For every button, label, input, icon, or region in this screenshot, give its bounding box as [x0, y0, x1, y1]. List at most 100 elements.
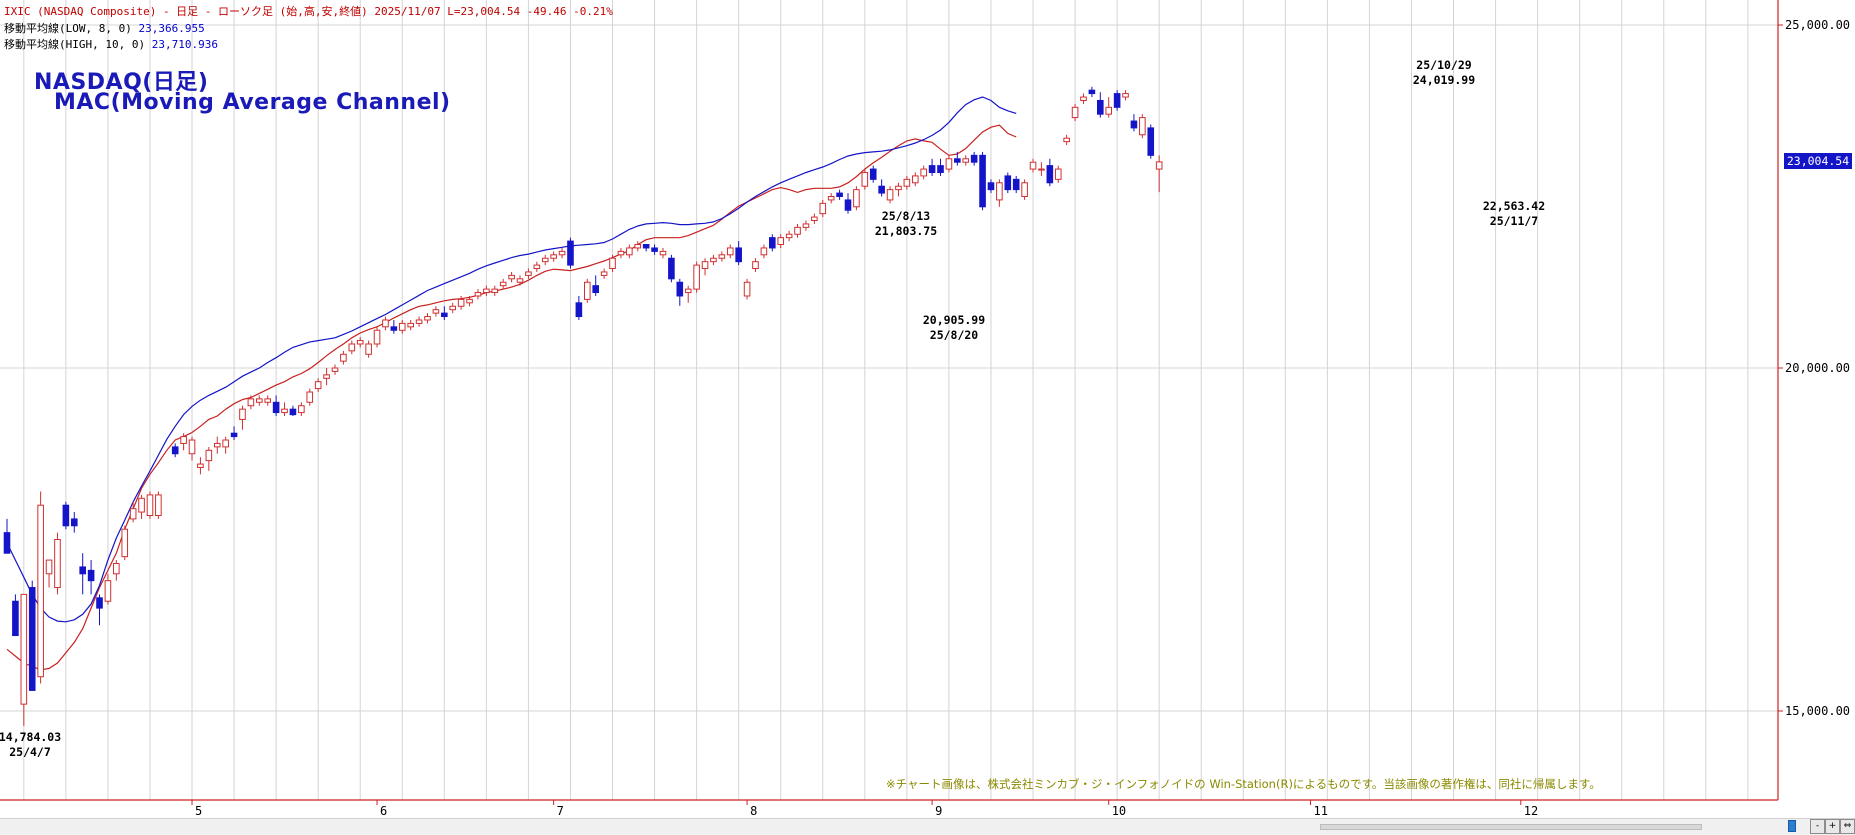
candle-up — [491, 285, 499, 296]
horizontal-scrollbar[interactable] — [1320, 824, 1702, 830]
candle-body — [895, 185, 902, 191]
candle-up — [129, 501, 137, 523]
candle-body — [760, 247, 768, 256]
y-tick-labels: 15,000.00 20,000.00 25,000.00 — [1785, 18, 1850, 718]
candle-down — [928, 158, 936, 176]
candle-body — [617, 250, 625, 256]
annotation-high-aug: 25/8/13 21,803.75 — [875, 209, 937, 239]
candle-down — [979, 151, 986, 211]
candle-up — [996, 179, 1003, 207]
candle-up — [466, 295, 473, 307]
candle-up — [407, 319, 414, 331]
candle-down — [937, 158, 944, 176]
candle-body — [886, 189, 894, 201]
candle-body — [138, 497, 145, 513]
candle-down — [642, 244, 650, 252]
candle-up — [710, 254, 717, 266]
chart-header-line: IXIC (NASDAQ Composite) - 日足 - ローソク足 (始,… — [4, 5, 613, 18]
candle-body — [87, 569, 95, 582]
candle-up — [247, 395, 255, 410]
scroll-thumb[interactable] — [1788, 820, 1796, 832]
candle-down — [1130, 114, 1138, 132]
candle-up — [54, 532, 61, 595]
candle-down — [79, 553, 86, 595]
candle-body — [794, 226, 801, 235]
candle-up — [853, 186, 860, 211]
candle-up — [701, 258, 709, 276]
candle-down — [390, 319, 398, 334]
candle-body — [693, 264, 700, 290]
candle-body — [583, 281, 591, 300]
candle-body — [533, 264, 541, 270]
candle-body — [811, 216, 818, 222]
y-tick-label: 15,000.00 — [1785, 704, 1850, 718]
y-tick-label: 25,000.00 — [1785, 18, 1850, 32]
candle-up — [1105, 97, 1113, 118]
candle-body — [491, 288, 499, 294]
candle-body — [609, 257, 616, 270]
candle-body — [769, 237, 776, 249]
candle-up — [1122, 90, 1129, 101]
candle-down — [676, 278, 684, 306]
candle-body — [323, 374, 330, 379]
candle-up — [895, 182, 902, 197]
candle-up — [37, 491, 44, 684]
candle-up — [424, 313, 431, 324]
x-tick-label: 12 — [1524, 804, 1538, 818]
candle-body — [634, 244, 642, 249]
candle-body — [525, 271, 532, 276]
fit-width-button[interactable]: ⇔ — [1840, 819, 1855, 834]
annotation-low-aug: 20,905.99 25/8/20 — [923, 313, 985, 343]
candle-body — [331, 367, 339, 372]
candle-down — [1088, 86, 1096, 98]
candle-up — [811, 213, 818, 224]
candle-body — [970, 154, 978, 163]
candle-up — [827, 193, 835, 204]
candle-body — [474, 292, 482, 297]
candle-body — [104, 580, 112, 602]
candle-up — [785, 230, 793, 242]
candle-body — [432, 309, 440, 314]
zoom-in-button[interactable]: + — [1825, 819, 1840, 834]
candle-body — [382, 319, 389, 328]
ma-low-label: 移動平均線(LOW, 8, 0) — [4, 22, 132, 35]
candle-up — [558, 247, 566, 259]
candle-body — [861, 171, 869, 187]
candle-up — [222, 436, 229, 454]
candle-up — [155, 491, 162, 519]
candle-down — [567, 237, 574, 269]
ma-high-label: 移動平均線(HIGH, 10, 0) — [4, 38, 146, 51]
ma-high-value: 23,710.936 — [151, 38, 218, 51]
candle-body — [3, 532, 11, 554]
candle-body — [1088, 89, 1096, 95]
ma-low-value: 23,366.955 — [138, 22, 205, 35]
zoom-out-button[interactable]: - — [1810, 819, 1825, 834]
candle-up — [684, 285, 692, 303]
candle-up — [819, 199, 827, 218]
candle-body — [1004, 175, 1012, 191]
candle-body — [1130, 120, 1138, 129]
candle-body — [348, 343, 356, 352]
candle-body — [222, 439, 229, 448]
candle-body — [516, 278, 524, 283]
candle-body — [213, 442, 221, 448]
candle-body — [743, 281, 751, 297]
candle-down — [651, 244, 658, 255]
candle-up — [726, 244, 734, 259]
candle-down — [592, 275, 600, 296]
candle-down — [1012, 175, 1020, 194]
candle-up — [340, 350, 347, 365]
candle-body — [449, 305, 457, 311]
candle-body — [457, 298, 465, 307]
annotation-value: 21,803.75 — [874, 224, 938, 238]
candle-up — [373, 326, 381, 348]
candle-down — [769, 234, 776, 252]
candle-body — [853, 189, 860, 208]
x-tick-label: 6 — [380, 804, 387, 818]
candle-body — [844, 199, 852, 211]
candle-body — [1122, 93, 1129, 98]
candle-down — [1097, 92, 1104, 118]
x-tick-label: 7 — [557, 804, 564, 818]
candle-body — [1054, 168, 1062, 180]
candle-up — [104, 573, 112, 605]
